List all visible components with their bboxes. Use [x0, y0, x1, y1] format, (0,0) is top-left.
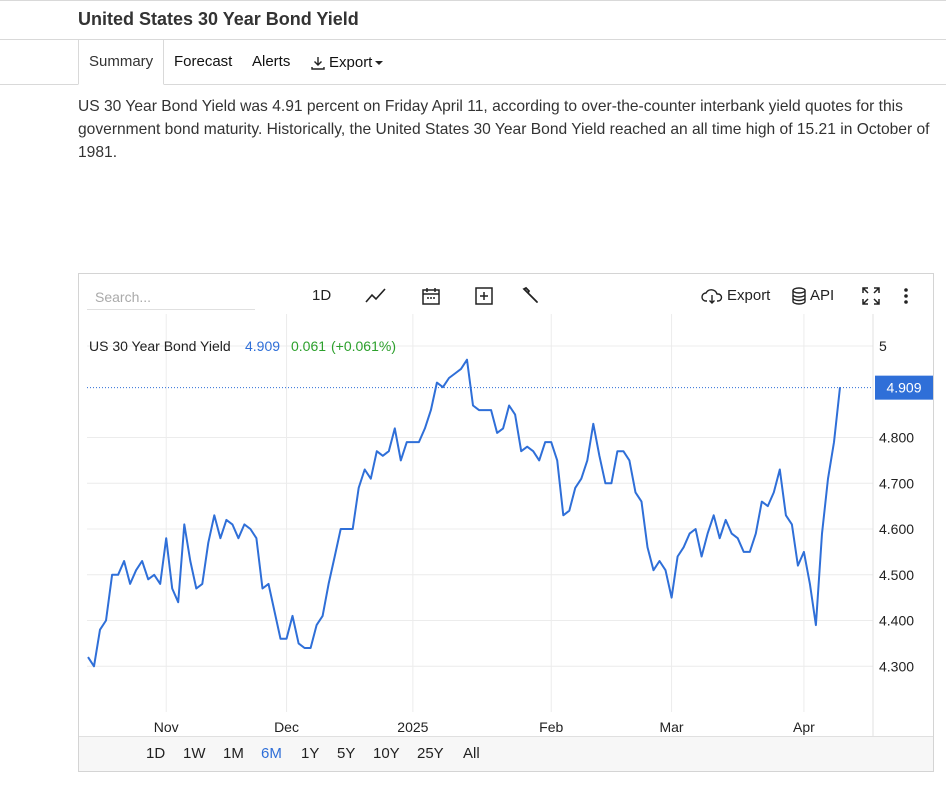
tab-bar: Summary Forecast Alerts Export	[0, 40, 946, 85]
x-tick-label: Apr	[793, 719, 815, 735]
range-10y[interactable]: 10Y	[373, 745, 400, 762]
tab-alerts[interactable]: Alerts	[252, 53, 291, 70]
tab-forecast[interactable]: Forecast	[174, 53, 233, 70]
y-tick-label: 4.300	[879, 658, 914, 674]
range-1w[interactable]: 1W	[183, 745, 206, 762]
y-tick-label: 4.400	[879, 613, 914, 629]
cloud-download-icon	[701, 289, 723, 304]
legend-value: 4.909	[245, 338, 280, 354]
chart-settings-button[interactable]	[521, 284, 541, 308]
more-options-button[interactable]	[901, 284, 911, 308]
export-button[interactable]: Export	[701, 284, 770, 308]
add-indicator-button[interactable]	[474, 284, 494, 308]
y-tick-label: 5	[879, 338, 887, 354]
add-indicator-icon	[475, 287, 493, 305]
chart-container: 1D Export API 5 4.800 4.700 4.600 4.500 4.400…	[78, 273, 934, 772]
x-tick-label: Dec	[274, 719, 299, 735]
x-tick-label: 2025	[397, 719, 428, 735]
y-tick-label: 4.700	[879, 475, 914, 491]
line-chart: 5 4.800 4.700 4.600 4.500 4.400 4.300 Nov Dec 202…	[87, 314, 933, 738]
range-all[interactable]: All	[463, 745, 480, 762]
title-bar: United States 30 Year Bond Yield	[0, 0, 946, 40]
description-text: US 30 Year Bond Yield was 4.91 percent o…	[78, 98, 930, 161]
last-value-badge	[875, 375, 933, 400]
range-selector: 1D 1W 1M 6M 1Y 5Y 10Y 25Y All	[79, 736, 933, 771]
x-tick-label: Mar	[659, 719, 683, 735]
search-input[interactable]	[87, 284, 255, 310]
tab-summary[interactable]: Summary	[78, 40, 164, 85]
y-tick-label: 4.500	[879, 567, 914, 583]
interval-button[interactable]: 1D	[312, 287, 332, 304]
wrench-icon	[522, 286, 538, 303]
range-5y[interactable]: 5Y	[337, 745, 356, 762]
api-button[interactable]: API	[791, 284, 834, 308]
line-chart-icon	[365, 288, 386, 303]
fullscreen-button[interactable]	[861, 284, 881, 308]
range-1m[interactable]: 1M	[223, 745, 244, 762]
more-vertical-icon	[904, 288, 908, 304]
range-6m[interactable]: 6M	[261, 745, 282, 762]
database-icon	[792, 287, 806, 305]
calendar-button[interactable]	[421, 284, 441, 308]
x-tick-label: Feb	[539, 719, 563, 735]
y-tick-label: 4.600	[879, 521, 914, 537]
legend-series-name: US 30 Year Bond Yield	[89, 338, 231, 354]
range-1d[interactable]: 1D	[146, 745, 166, 762]
x-tick-label: Nov	[154, 719, 179, 735]
last-value-label: 4.909	[886, 380, 921, 396]
calendar-icon	[422, 288, 440, 305]
legend-change: 0.061	[291, 338, 326, 354]
api-label: API	[810, 287, 835, 304]
caret-down-icon	[375, 60, 384, 65]
tab-export-label: Export	[329, 54, 373, 71]
export-label: Export	[727, 287, 771, 304]
range-1y[interactable]: 1Y	[301, 745, 320, 762]
series-line	[87, 358, 841, 668]
range-25y[interactable]: 25Y	[417, 745, 444, 762]
download-icon	[311, 56, 325, 70]
tab-export[interactable]: Export	[310, 40, 384, 85]
chart-type-button[interactable]	[365, 284, 387, 308]
legend-change-percent: (+0.061%)	[331, 338, 396, 354]
y-tick-label: 4.800	[879, 430, 914, 446]
fullscreen-icon	[862, 287, 880, 305]
page-title: United States 30 Year Bond Yield	[78, 9, 359, 29]
